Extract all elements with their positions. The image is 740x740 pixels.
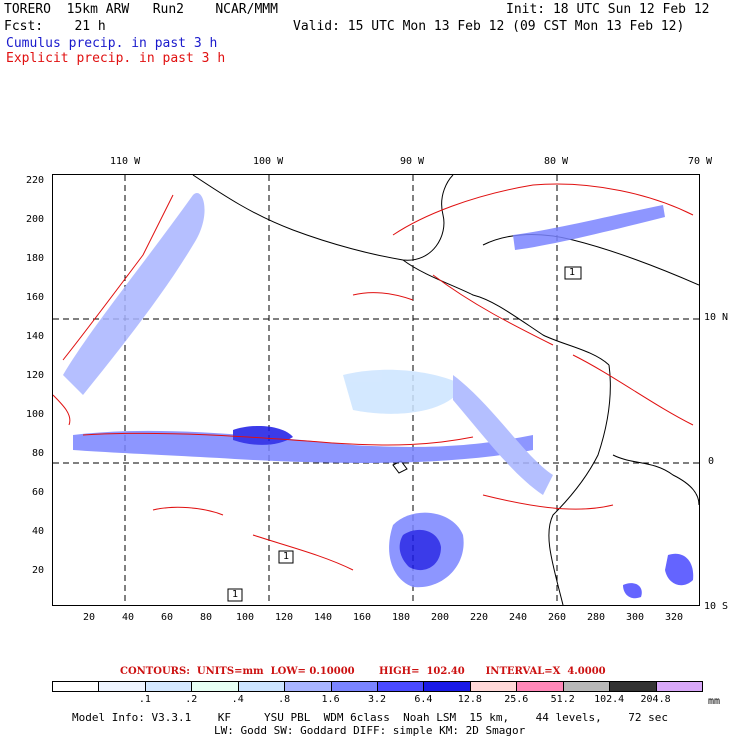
- y-tick: 120: [26, 370, 45, 381]
- cumulus-legend: Cumulus precip. in past 3 h: [6, 36, 218, 51]
- x-tick: 160: [353, 612, 372, 623]
- lat-label: 0: [708, 456, 715, 467]
- explicit-precip-contours: [53, 183, 694, 571]
- lon-label: 110 W: [110, 156, 141, 167]
- x-tick: 140: [314, 612, 333, 623]
- valid-time: Valid: 15 UTC Mon 13 Feb 12 (09 CST Mon …: [293, 19, 685, 34]
- colorbar-level: .2: [185, 694, 198, 705]
- y-tick: 40: [32, 526, 45, 537]
- x-tick: 300: [626, 612, 645, 623]
- colorbar-level: 1.6: [321, 694, 340, 705]
- x-tick: 100: [236, 612, 255, 623]
- y-tick: 20: [32, 565, 45, 576]
- colorbar-level: 204.8: [640, 694, 671, 705]
- colorbar-swatch: [469, 681, 518, 692]
- lon-label: 70 W: [688, 156, 713, 167]
- colorbar-level: 3.2: [367, 694, 387, 705]
- model-info-line2: LW: Godd SW: Goddard DIFF: simple KM: 2D…: [214, 724, 526, 737]
- colorbar-level: .4: [231, 694, 244, 705]
- x-tick: 280: [587, 612, 606, 623]
- x-tick: 20: [83, 612, 96, 623]
- colorbar-swatch: [516, 681, 564, 692]
- colorbar-swatch: [562, 681, 611, 692]
- forecast-hour: Fcst: 21 h: [4, 19, 106, 34]
- colorbar-swatch: [144, 681, 193, 692]
- init-time: Init: 18 UTC Sun 12 Feb 12: [506, 2, 710, 17]
- y-tick: 100: [26, 409, 45, 420]
- x-tick: 60: [161, 612, 174, 623]
- box-label: 1: [232, 589, 239, 600]
- model-title: TORERO 15km ARW Run2 NCAR/MMM: [4, 2, 278, 17]
- lat-label: 10 N: [704, 312, 729, 323]
- lon-label: 90 W: [400, 156, 425, 167]
- x-tick: 120: [275, 612, 294, 623]
- y-tick: 160: [26, 292, 45, 303]
- x-tick: 200: [431, 612, 450, 623]
- colorbar-level: 12.8: [457, 694, 482, 705]
- x-tick: 180: [392, 612, 411, 623]
- x-tick: 320: [665, 612, 684, 623]
- y-tick: 220: [26, 175, 45, 186]
- lon-label: 100 W: [253, 156, 284, 167]
- x-tick: 240: [509, 612, 528, 623]
- box-labels: [227, 266, 582, 602]
- explicit-legend: Explicit precip. in past 3 h: [6, 51, 226, 66]
- colorbar-level: .1: [138, 694, 151, 705]
- colorbar-swatch: [655, 681, 703, 692]
- colorbar-swatch: [423, 681, 471, 692]
- contours-info: CONTOURS: UNITS=mm LOW= 0.10000 HIGH= 10…: [120, 666, 606, 677]
- colorbar-swatch: [330, 681, 378, 692]
- colorbar-level: 51.2: [550, 694, 575, 705]
- x-tick: 220: [470, 612, 489, 623]
- colorbar-swatch: [52, 681, 100, 692]
- y-tick: 180: [26, 253, 45, 264]
- colorbar-swatch: [609, 681, 657, 692]
- colorbar-swatch: [237, 681, 286, 692]
- y-tick: 140: [26, 331, 45, 342]
- map-svg: [53, 175, 699, 605]
- colorbar-level: 25.6: [504, 694, 529, 705]
- colorbar-swatch: [284, 681, 332, 692]
- box-label: 1: [569, 267, 576, 278]
- x-tick: 80: [200, 612, 213, 623]
- y-tick: 80: [32, 448, 45, 459]
- colorbar-level: 6.4: [414, 694, 433, 705]
- cumulus-precip: [63, 193, 694, 599]
- lon-label: 80 W: [544, 156, 569, 167]
- colorbar-swatch: [98, 681, 146, 692]
- colorbar-level: .8: [278, 694, 291, 705]
- precip-map: 1 1 1: [52, 174, 700, 606]
- x-tick: 260: [548, 612, 567, 623]
- y-tick: 200: [26, 214, 45, 225]
- box-label: 1: [283, 551, 290, 562]
- y-tick: 60: [32, 487, 45, 498]
- lat-label: 10 S: [704, 601, 729, 612]
- colorbar: [52, 681, 703, 693]
- colorbar-units: mm: [708, 696, 721, 707]
- colorbar-level: 102.4: [594, 694, 625, 705]
- colorbar-swatch: [377, 681, 425, 692]
- model-info-line1: Model Info: V3.3.1 KF YSU PBL WDM 6class…: [72, 711, 669, 724]
- x-tick: 40: [122, 612, 135, 623]
- colorbar-swatch: [191, 681, 239, 692]
